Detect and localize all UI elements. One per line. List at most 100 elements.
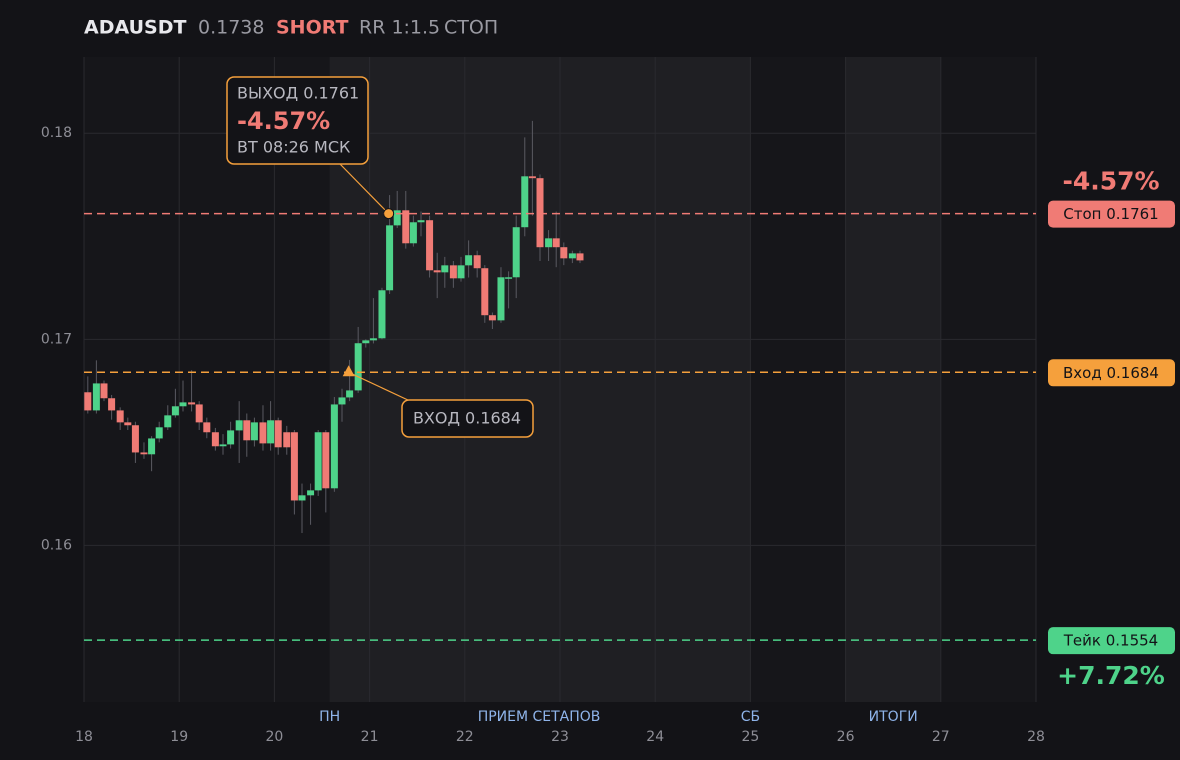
candle-body [274, 420, 282, 448]
x-tick-label: 24 [646, 729, 664, 745]
candle-body [164, 415, 172, 428]
candle-body [322, 432, 330, 489]
candle-body [449, 265, 457, 279]
level-label: Тейк 0.1554 [1063, 632, 1158, 650]
candle-body [100, 383, 108, 399]
candle-body [552, 238, 560, 248]
candle-body [481, 268, 489, 316]
candle-body [568, 253, 576, 259]
x-tick-label: 19 [170, 729, 188, 745]
candle-body [108, 398, 116, 411]
candle-body [441, 265, 449, 273]
level-badge [1048, 627, 1175, 655]
y-tick-label: 0.18 [41, 125, 72, 141]
price: 0.1738 [198, 17, 264, 39]
candle-body [346, 390, 354, 398]
candle-body [497, 277, 505, 321]
candle-body [290, 432, 298, 501]
candle-body [369, 338, 377, 341]
candle-body [235, 420, 243, 431]
candle-body [243, 420, 251, 441]
rr: RR 1:1.5 [359, 17, 440, 39]
candle-body [402, 210, 410, 244]
candle-body [116, 410, 124, 423]
candle-body [131, 425, 139, 453]
candle-body [426, 220, 434, 271]
annotation-pct: -4.57% [237, 107, 330, 135]
candle-body [179, 402, 187, 407]
candle-body [155, 427, 163, 439]
exit-marker [383, 208, 395, 220]
candle-body [203, 422, 211, 433]
connector [348, 371, 411, 402]
level-label: Стоп 0.1761 [1063, 205, 1158, 223]
candle-body [433, 270, 441, 273]
candle-body [536, 178, 544, 248]
connector [339, 163, 390, 215]
candle-body [140, 452, 148, 455]
candle-body [576, 253, 584, 261]
level-pct: -4.57% [1062, 167, 1159, 196]
candle-body [457, 265, 465, 279]
candle-body [338, 397, 346, 405]
candle-body [560, 247, 568, 259]
annotation-time: ВТ 08:26 МСК [237, 138, 351, 157]
y-tick-label: 0.17 [41, 331, 72, 347]
candle-body [330, 404, 338, 489]
x-tick-label: 25 [741, 729, 759, 745]
candle-body [267, 420, 275, 444]
candle-body [512, 227, 520, 278]
level-label: Вход 0.1684 [1063, 364, 1159, 382]
candle-body [409, 222, 417, 244]
candle-body [124, 422, 132, 426]
session-label: ПРИЕМ СЕТАПОВ [478, 709, 601, 725]
candle-body [521, 176, 529, 228]
status: СТОП [444, 17, 498, 39]
candle-body [227, 430, 235, 445]
candle-body [545, 238, 553, 248]
x-tick-label: 23 [551, 729, 569, 745]
level-pct: +7.72% [1057, 661, 1165, 690]
candle-body [171, 406, 179, 416]
x-tick-label: 22 [456, 729, 474, 745]
candle-body [488, 315, 496, 321]
x-tick-label: 26 [837, 729, 855, 745]
candle-body [283, 432, 291, 448]
session-label: ПН [319, 709, 340, 725]
annotation-box [226, 76, 369, 165]
annotation-box [401, 399, 534, 438]
x-tick-label: 21 [361, 729, 379, 745]
side: SHORT [276, 17, 349, 39]
x-tick-label: 20 [265, 729, 283, 745]
annotation-title: ВХОД 0.1684 [413, 409, 521, 428]
candle-body [473, 255, 481, 269]
candle-body [378, 290, 386, 339]
candle-body [465, 255, 473, 266]
candle-body [219, 444, 227, 447]
candle-body [393, 210, 401, 226]
candle-body [259, 422, 267, 444]
x-tick-label: 28 [1027, 729, 1045, 745]
candle-body [354, 343, 362, 391]
level-badge [1048, 200, 1175, 228]
candle-body [148, 438, 156, 455]
shaded-zone [845, 57, 941, 702]
candle-body [92, 383, 100, 411]
session-label: СБ [741, 709, 760, 725]
candle-body [195, 404, 203, 423]
candle-body [386, 225, 394, 291]
symbol: ADAUSDT [84, 17, 186, 39]
candle-body [211, 432, 219, 447]
candle-body [314, 432, 322, 491]
session-label: ИТОГИ [869, 709, 918, 725]
entry-marker [342, 365, 355, 377]
candle-body [298, 495, 306, 501]
candle-body [417, 220, 425, 223]
candle-body [188, 402, 196, 405]
x-tick-label: 27 [932, 729, 950, 745]
candle-body [84, 392, 92, 411]
candle-body [362, 340, 370, 344]
annotation-title: ВЫХОД 0.1761 [237, 84, 359, 103]
x-tick-label: 18 [75, 729, 93, 745]
